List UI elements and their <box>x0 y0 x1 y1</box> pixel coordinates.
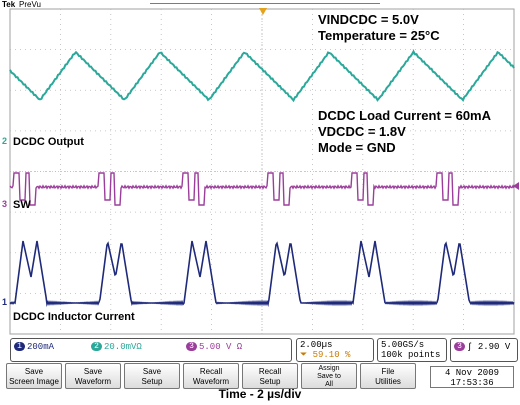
trigger-slope-icon: ʃ <box>467 342 473 352</box>
date-value: 4 Nov 2009 <box>444 368 499 378</box>
ch3-scale[interactable]: 3 5.00 V Ω <box>186 342 242 352</box>
ch2-scale[interactable]: 2 20.0mVΩ <box>91 342 142 352</box>
annotation-load-current: DCDC Load Current = 60mA <box>318 108 491 123</box>
save-setup-button[interactable]: Save Setup <box>124 363 180 389</box>
trigger-source-badge: 3 <box>454 342 465 352</box>
timebase-readout[interactable]: 2.00µs ⏷ 59.10 % <box>296 338 374 362</box>
ch3-scale-value: 5.00 V Ω <box>199 342 243 352</box>
ch1-scale-value: 200mA <box>27 342 55 352</box>
graticule-grid <box>9 8 515 335</box>
timebase-value: 2.00µs <box>300 340 333 350</box>
channel-scale-readout[interactable]: 1 200mA 2 20.0mVΩ 3 5.00 V Ω <box>10 338 292 362</box>
figure-caption: Time - 2 µs/div <box>218 387 302 401</box>
file-utilities-button[interactable]: File Utilities <box>360 363 416 389</box>
ch3-badge: 3 <box>186 342 197 352</box>
trigger-position-marker[interactable] <box>259 8 267 15</box>
record-position-bar <box>150 3 380 4</box>
dcdc-output-trace <box>9 49 515 103</box>
time-value: 17:53:36 <box>450 378 494 388</box>
sample-rate: 5.00GS/s <box>381 340 425 350</box>
trigger-position-icon: ⏷ <box>300 350 308 360</box>
sw-trace <box>9 172 515 206</box>
ch2-ground-marker[interactable]: 2 <box>2 136 8 146</box>
save-screen-image-button[interactable]: Save Screen Image <box>6 363 62 389</box>
ch1-badge: 1 <box>14 342 25 352</box>
ch3-label: SW <box>13 199 31 211</box>
waveform-graticule <box>9 8 519 335</box>
record-length: 100k points <box>381 350 441 360</box>
date-time-display: 4 Nov 2009 17:53:36 <box>430 366 514 388</box>
save-waveform-button[interactable]: Save Waveform <box>65 363 121 389</box>
trigger-level: 2.90 V <box>477 342 511 352</box>
ch2-label: DCDC Output <box>13 136 84 148</box>
trigger-level-marker[interactable] <box>513 182 519 190</box>
annotation-mode: Mode = GND <box>318 140 396 155</box>
brand-logo: Tek <box>2 0 16 9</box>
recall-waveform-button[interactable]: Recall Waveform <box>183 363 239 389</box>
annotation-vdcdc: VDCDC = 1.8V <box>318 124 406 139</box>
ch3-ground-marker[interactable]: 3 <box>2 199 8 209</box>
oscilloscope-screen: Tek PreVu 2 DCDC Output 3 SW 1 DCDC Indu… <box>0 0 520 362</box>
assign-save-button[interactable]: Assign Save to All <box>301 363 357 389</box>
recall-setup-button[interactable]: Recall Setup <box>242 363 298 389</box>
trigger-position-value: 59.10 % <box>312 350 351 360</box>
top-status-bar: Tek PreVu <box>0 0 520 9</box>
ch2-badge: 2 <box>91 342 102 352</box>
ch1-ground-marker[interactable]: 1 <box>2 297 8 307</box>
ch2-scale-value: 20.0mVΩ <box>104 342 142 352</box>
trigger-position-readout: ⏷ 59.10 % <box>300 350 350 360</box>
annotation-vin: VINDCDC = 5.0V <box>318 12 419 27</box>
ch1-scale[interactable]: 1 200mA <box>14 342 54 352</box>
annotation-temperature: Temperature = 25°C <box>318 28 440 43</box>
acquisition-status: PreVu <box>19 0 41 9</box>
ch1-label: DCDC Inductor Current <box>13 311 135 323</box>
acquisition-readout[interactable]: 5.00GS/s 100k points <box>377 338 447 362</box>
inductor-current-trace <box>9 240 515 307</box>
